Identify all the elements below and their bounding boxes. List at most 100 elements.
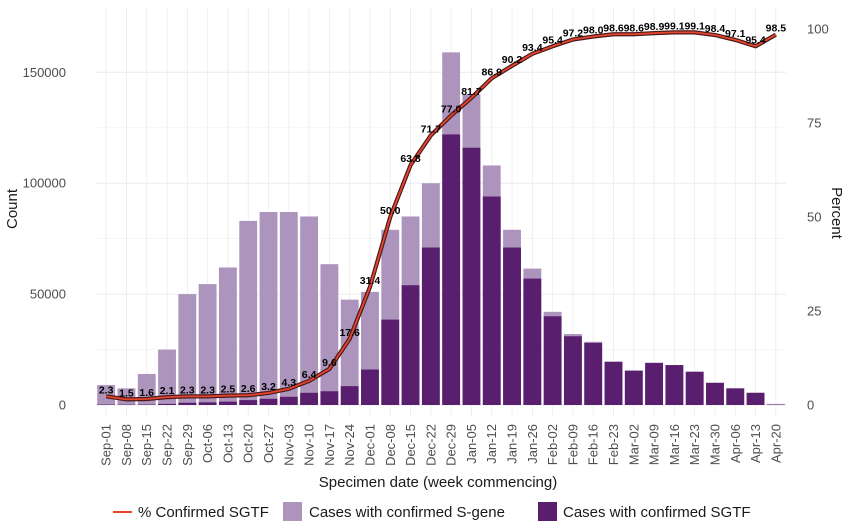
x-tick-label: Nov-17 [322,424,337,466]
percent-line-core [106,31,777,401]
percent-data-label: 98.4 [705,23,726,35]
bar-sgene [320,264,339,405]
x-tick-label: Feb-09 [565,424,580,465]
x-tick-label: Apr-20 [768,424,783,463]
percent-data-label: 97.2 [563,28,584,40]
bar-sgene [300,216,319,405]
percent-data-label: 71.7 [421,123,442,135]
bar-sgtf [645,362,664,405]
x-tick-label: Feb-23 [606,424,621,465]
bar-sgene [158,349,176,405]
bar-sgene [259,212,278,405]
x-tick-label: Apr-06 [728,424,743,463]
percent-data-label: 50.0 [380,205,401,217]
percent-data-label: 63.8 [400,153,421,165]
bar-sgtf [482,196,501,405]
bar-sgtf [239,400,258,405]
bar-sgtf [300,392,319,405]
y-right-tick-label: 0 [807,398,814,413]
y-axis-title-right: Percent [828,187,845,240]
x-tick-label: Oct-06 [200,424,215,463]
bar-sgtf [503,247,521,405]
bar-sgtf [178,402,197,405]
y-right-tick-label: 100 [807,22,829,37]
x-tick-label: Dec-08 [383,424,398,466]
bar-sgtf [726,388,745,405]
bar-sgtf [340,386,359,405]
percent-data-label: 86.9 [482,66,503,78]
percent-labels: 2.3 1.5 1.6 2.1 2.3 2.3 2.5 2.6 3.2 4.3 6.4 9.6 17.6… [99,20,786,399]
x-tick-label: Apr-13 [748,424,763,463]
percent-data-label: 98.6 [624,22,645,34]
percent-data-label: 2.3 [180,384,195,396]
percent-data-label: 98.5 [766,23,787,35]
sgtf-bars [97,134,785,406]
bar-sgtf [584,342,603,405]
x-tick-label: Nov-24 [342,424,357,466]
bar-sgtf [563,336,582,405]
legend-swatch-sgene [283,502,302,521]
bar-sgtf [218,401,237,405]
x-tick-label: Mar-09 [647,424,662,465]
bar-sgtf [523,278,542,405]
x-tick-label: Nov-10 [302,424,317,466]
x-tick-label: Dec-15 [403,424,418,466]
x-tick-label: Dec-29 [444,424,459,466]
percent-data-label: 99.1 [664,20,685,32]
left-y-axis: 0 50000 100000 150000 [23,65,66,413]
percent-data-label: 31.4 [360,275,381,287]
x-tick-label: Jan-12 [484,424,499,464]
percent-data-label: 1.5 [119,387,134,399]
bar-sgene [198,284,217,405]
x-tick-label: Oct-20 [241,424,256,463]
legend-label-sgtf: Cases with confirmed SGTF [563,504,751,521]
percent-data-label: 6.4 [302,369,317,381]
x-tick-label: Sep-08 [119,424,134,466]
bar-sgene [178,294,197,405]
bar-sgtf [604,361,623,405]
percent-data-label: 4.3 [281,377,296,389]
y-left-tick-label: 100000 [23,176,66,191]
x-tick-label: Dec-22 [423,424,438,466]
bar-sgtf [361,369,379,405]
x-tick-label: Sep-15 [139,424,154,466]
percent-data-label: 77.0 [441,103,462,115]
percent-data-label: 95.4 [745,34,766,46]
bar-sgtf [279,396,298,405]
x-tick-label: Sep-29 [180,424,195,466]
bar-sgene [239,220,258,405]
y-left-tick-label: 0 [59,398,66,413]
y-right-tick-label: 25 [807,304,821,319]
bar-sgtf [746,392,765,405]
bar-sgtf [381,319,400,405]
legend: % Confirmed SGTF Cases with confirmed S-… [113,502,751,521]
bar-sgtf [624,370,643,405]
percent-data-label: 99.1 [684,20,705,32]
y-right-tick-label: 75 [807,116,821,131]
percent-data-label: 90.2 [502,54,523,66]
y-right-tick-label: 50 [807,210,821,225]
percent-data-label: 2.3 [200,384,215,396]
x-tick-label: Mar-30 [707,424,722,465]
x-tick-label: Mar-16 [667,424,682,465]
bar-sgtf [421,247,440,405]
x-tick-label: Nov-03 [281,424,296,466]
percent-line [105,30,777,402]
x-tick-label: Jan-05 [464,424,479,464]
bar-sgene [97,385,116,405]
bar-sgtf [685,371,704,405]
x-tick-label: Feb-16 [586,424,601,465]
bar-sgtf [320,391,339,405]
y-axis-title-left: Count [4,188,21,229]
percent-data-label: 17.6 [339,327,360,339]
bar-sgtf [259,398,278,405]
percent-data-label: 95.4 [542,34,563,46]
x-tick-label: Sep-22 [160,424,175,466]
percent-data-label: 2.6 [241,383,256,395]
bar-sgene [766,403,785,405]
bar-sgtf [198,402,217,405]
y-left-tick-label: 150000 [23,65,66,80]
x-tick-label: Oct-13 [220,424,235,463]
x-axis: Sep-01 Sep-08 Sep-15 Sep-22 Sep-29 Oct-06 Oct-… [99,424,784,466]
